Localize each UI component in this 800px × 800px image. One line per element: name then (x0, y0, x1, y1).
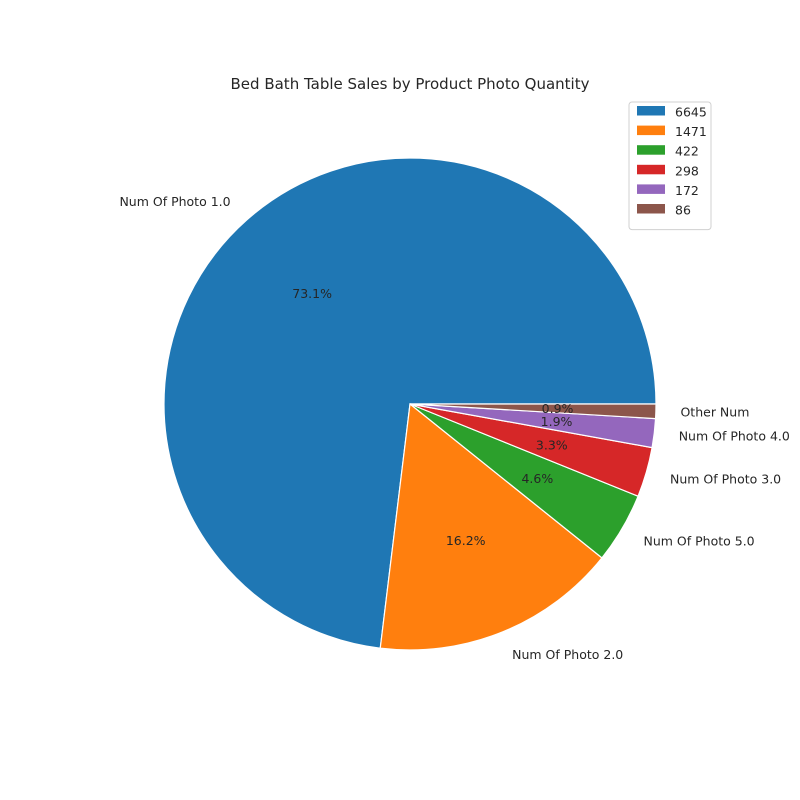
legend-swatch (637, 164, 665, 175)
legend-label: 422 (675, 144, 699, 159)
percent-label: 4.6% (521, 471, 553, 486)
legend: 6645 1471 422 298 172 86 (628, 101, 712, 231)
legend-label: 86 (675, 203, 691, 218)
legend-label: 6645 (675, 105, 707, 120)
slice-label: Num Of Photo 3.0 (670, 472, 781, 487)
legend-swatch (637, 184, 665, 194)
legend-label: 1471 (675, 124, 707, 139)
legend-label: 172 (675, 183, 699, 198)
slice-label: Num Of Photo 5.0 (643, 533, 754, 548)
slice-label: Num Of Photo 4.0 (679, 429, 790, 444)
chart-title: Bed Bath Table Sales by Product Photo Qu… (231, 75, 590, 93)
slice-label: Num Of Photo 2.0 (512, 647, 623, 662)
legend-swatch (637, 204, 665, 214)
slice-label: Num Of Photo 1.0 (119, 194, 230, 209)
slice-label: Other Num (680, 405, 749, 420)
percent-label: 3.3% (536, 437, 568, 452)
pie-slice (379, 402, 603, 651)
pie-slice (163, 157, 657, 649)
legend-label: 298 (675, 163, 699, 178)
percent-label: 0.9% (542, 401, 574, 416)
percent-label: 73.1% (292, 286, 332, 301)
legend-swatch (637, 125, 665, 136)
slice-labels: Num Of Photo 1.0 Num Of Photo 2.0 Num Of P… (119, 194, 789, 662)
pie-slice (409, 403, 657, 420)
percent-label: 1.9% (541, 414, 573, 429)
percent-labels: 73.1% 16.2% 4.6% 3.3% 1.9%0.9% (292, 286, 573, 548)
legend-swatch (637, 106, 665, 116)
legend-swatch (637, 145, 665, 155)
pie-slices (163, 157, 657, 651)
percent-label: 16.2% (446, 533, 486, 548)
